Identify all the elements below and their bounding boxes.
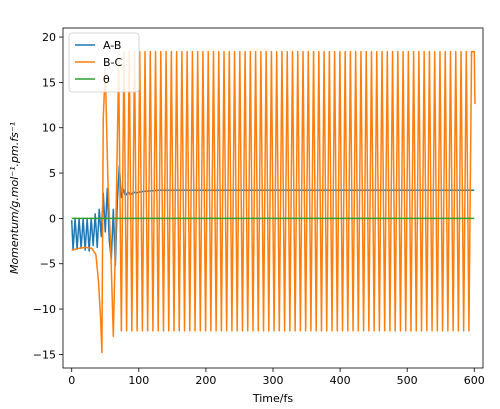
y-tick-label: −15 xyxy=(33,348,56,361)
y-axis-label: Momentum/g.mol⁻¹.pm.fs⁻¹ xyxy=(8,122,21,274)
x-tick-label: 500 xyxy=(397,374,418,387)
legend-label: θ xyxy=(103,73,110,86)
legend-label: A-B xyxy=(103,39,121,52)
y-tick-label: 10 xyxy=(42,122,56,135)
series-line-B-C xyxy=(71,50,476,354)
legend-label: B-C xyxy=(103,56,123,69)
x-tick-label: 100 xyxy=(128,374,149,387)
legend: A-B B-C θ xyxy=(68,32,140,93)
series-line-A-B xyxy=(70,165,475,267)
y-tick-label: 0 xyxy=(49,212,56,225)
x-tick-label: 400 xyxy=(330,374,351,387)
x-tick-label: 600 xyxy=(464,374,485,387)
x-tick-label: 200 xyxy=(195,374,216,387)
y-tick-label: −10 xyxy=(33,303,56,316)
y-tick-label: 20 xyxy=(42,31,56,44)
x-axis-label: Time/fs xyxy=(252,392,293,405)
x-tick-label: 0 xyxy=(68,374,75,387)
axes-layer: 0 100 200 300 400 500 600 −15 −10 −5 0 5 10 15 20 Time/… xyxy=(8,27,485,405)
x-tick-label: 300 xyxy=(263,374,284,387)
legend-box xyxy=(68,32,140,93)
y-tick-label: 5 xyxy=(49,167,56,180)
y-tick-label: −5 xyxy=(40,258,56,271)
series-layer xyxy=(70,50,476,354)
y-tick-label: 15 xyxy=(42,76,56,89)
